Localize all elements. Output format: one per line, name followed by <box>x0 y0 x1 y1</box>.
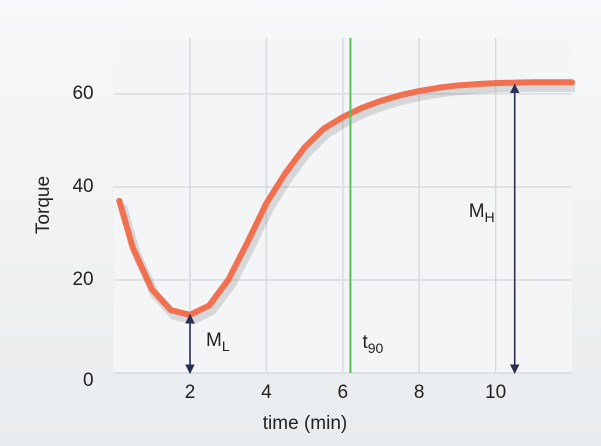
annotation-subscript: H <box>485 209 495 225</box>
annotation-text: M <box>469 201 485 222</box>
x-tick-label: 8 <box>414 382 425 403</box>
x-axis-label: time (min) <box>263 413 347 434</box>
x-tick-label: 6 <box>338 382 349 403</box>
x-tick-label: 2 <box>185 382 196 403</box>
annotation-label: MH <box>469 201 495 225</box>
x-tick-label: 10 <box>485 382 506 403</box>
y-tick-label: 60 <box>72 83 93 104</box>
y-tick-label: 0 <box>83 370 94 391</box>
annotation-subscript: L <box>222 338 230 354</box>
y-axis-label: Torque <box>33 176 54 234</box>
annotation-label: t90 <box>362 332 383 356</box>
x-tick-label: 4 <box>261 382 272 403</box>
annotation-text: M <box>206 330 222 351</box>
annotation-label: ML <box>206 330 230 354</box>
annotation-subscript: 90 <box>368 340 384 356</box>
y-tick-label: 20 <box>72 269 93 290</box>
annotation-text: t <box>362 332 368 353</box>
y-tick-label: 40 <box>72 176 93 197</box>
